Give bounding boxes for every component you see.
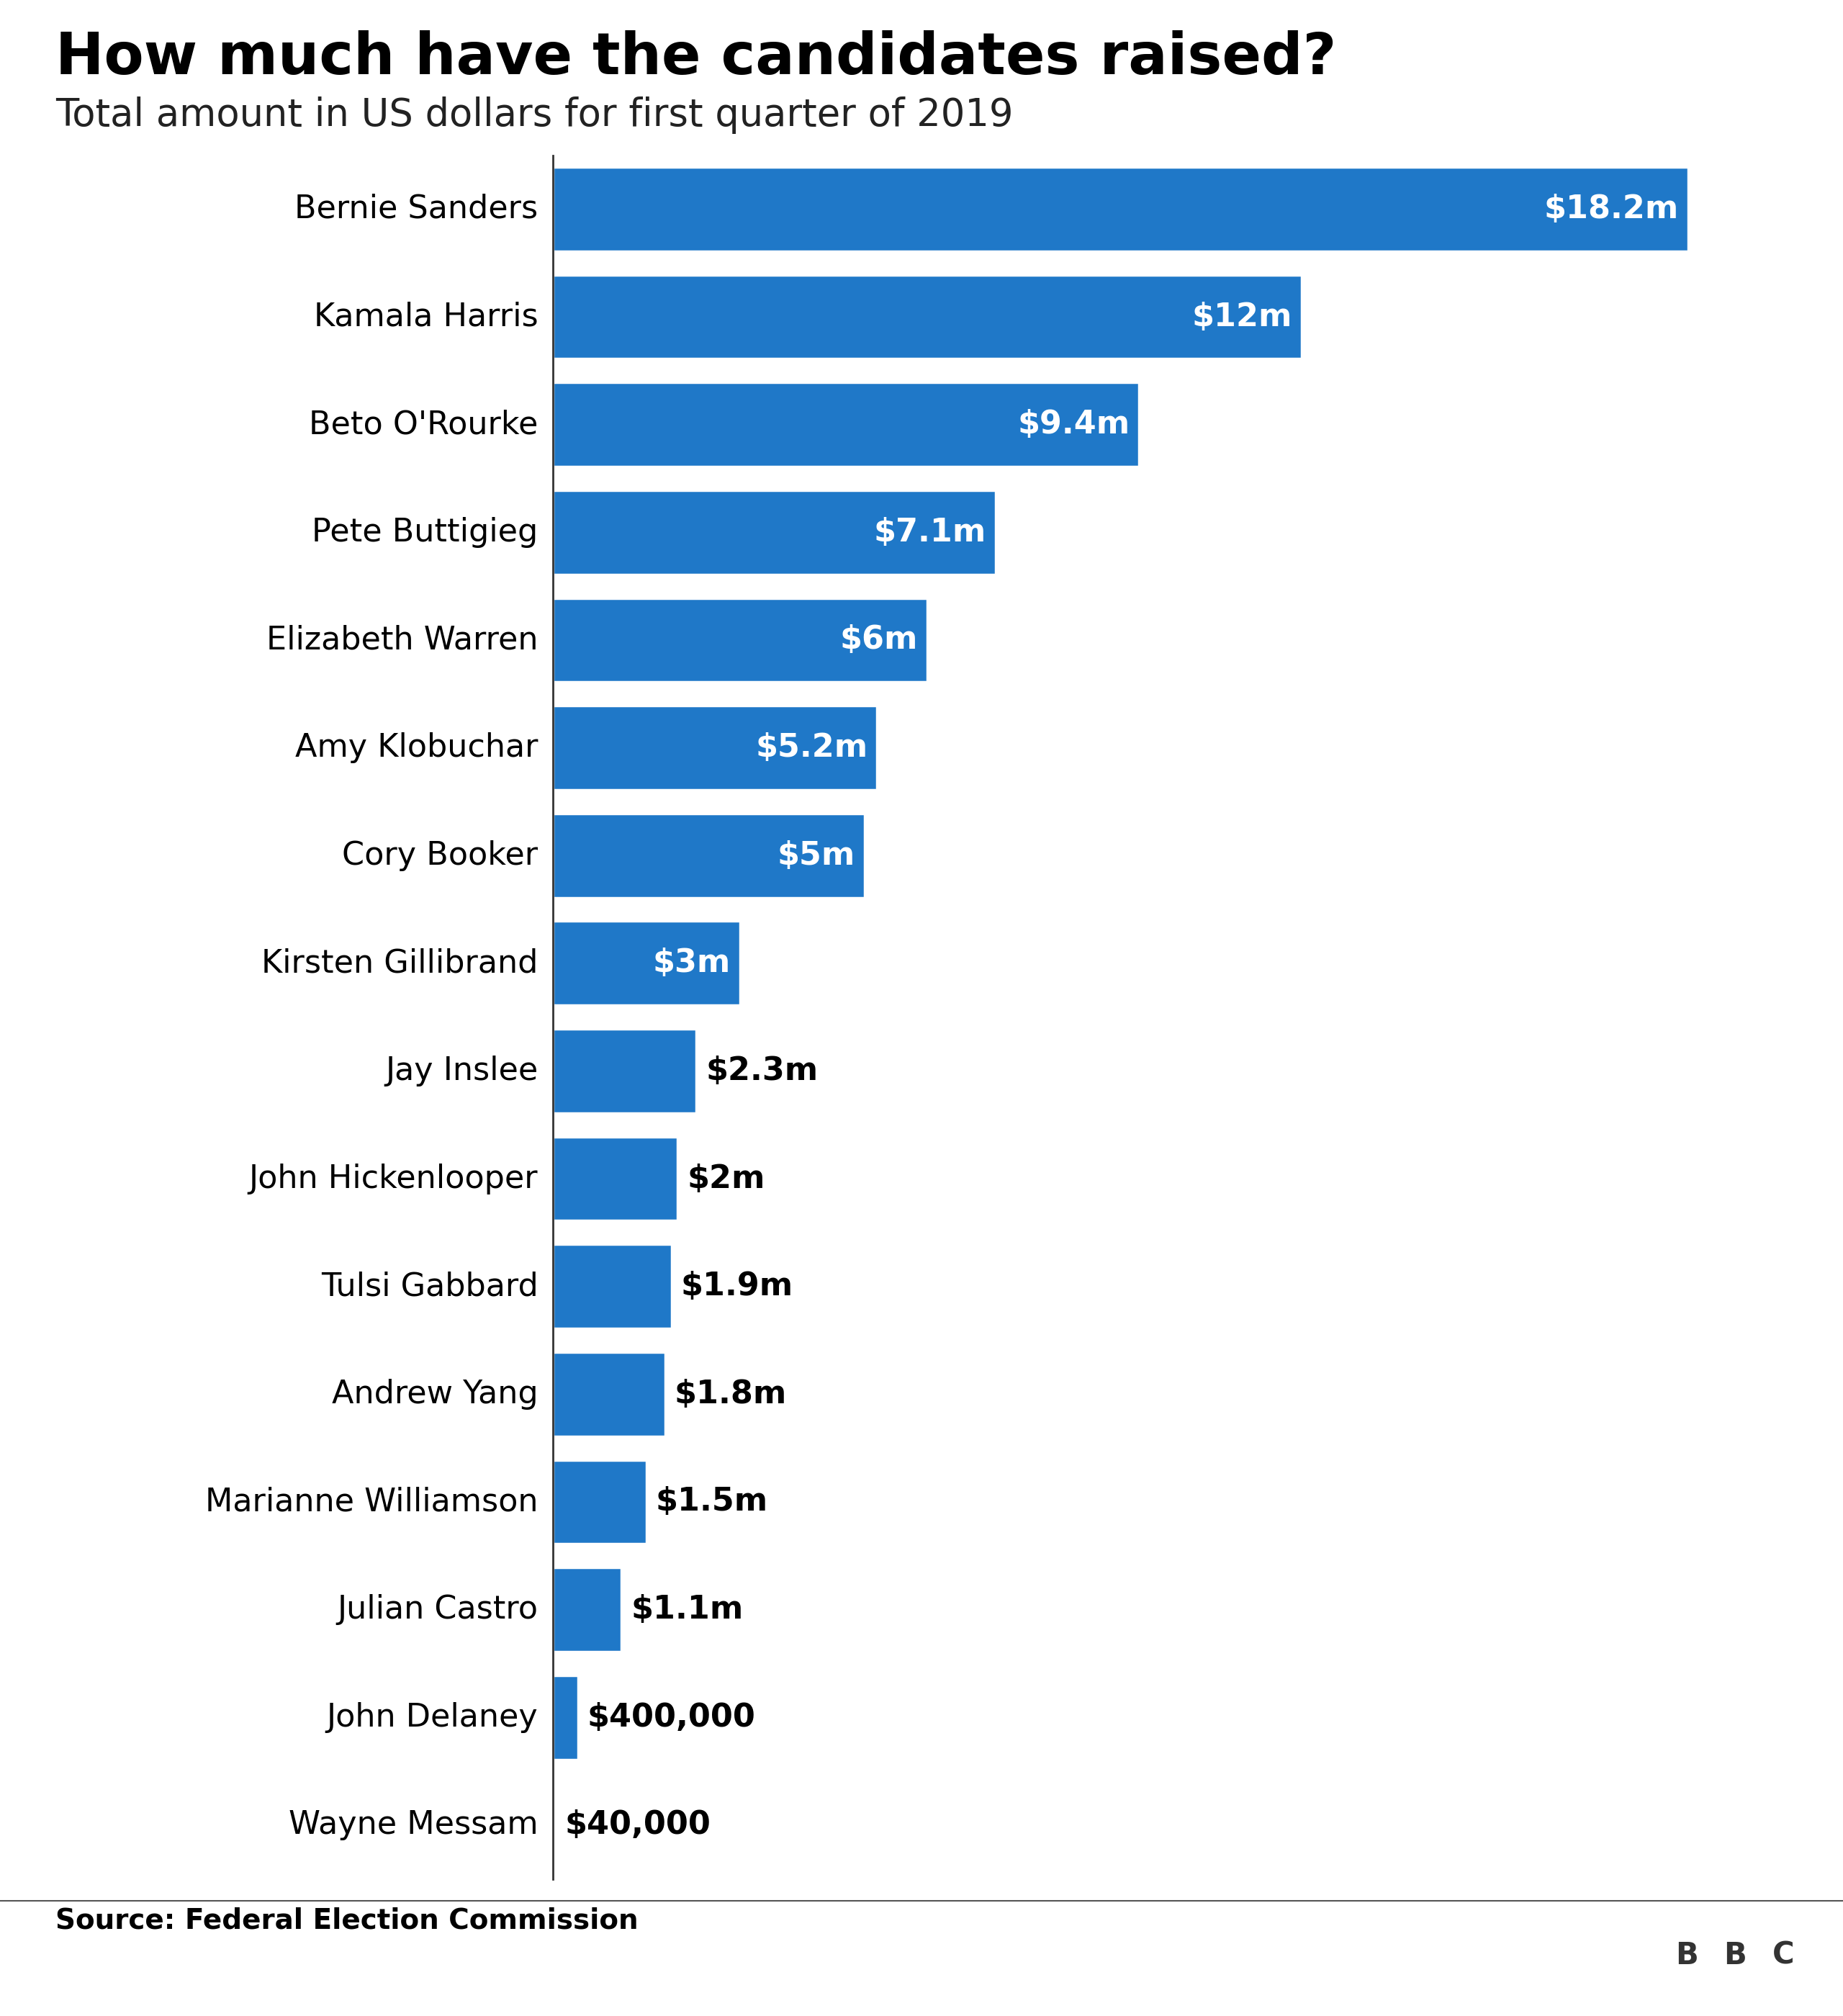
Bar xyxy=(553,1568,621,1651)
Text: Amy Klobuchar: Amy Klobuchar xyxy=(295,732,538,764)
Bar xyxy=(553,1460,647,1544)
Text: Kamala Harris: Kamala Harris xyxy=(313,300,538,333)
Text: Wayne Messam: Wayne Messam xyxy=(289,1810,538,1841)
Text: Bernie Sanders: Bernie Sanders xyxy=(295,194,538,224)
Text: $9.4m: $9.4m xyxy=(1017,409,1130,439)
Bar xyxy=(553,599,927,681)
Text: $6m: $6m xyxy=(840,625,918,655)
FancyBboxPatch shape xyxy=(1764,1919,1804,1992)
Text: $5m: $5m xyxy=(778,841,855,871)
Bar xyxy=(553,490,995,575)
Text: Pete Buttigieg: Pete Buttigieg xyxy=(311,516,538,548)
Bar xyxy=(553,383,1139,466)
Text: $2.3m: $2.3m xyxy=(706,1056,818,1087)
Text: John Hickenlooper: John Hickenlooper xyxy=(249,1163,538,1193)
Text: $3m: $3m xyxy=(652,948,730,978)
Bar xyxy=(553,1137,678,1220)
Bar xyxy=(553,1782,555,1867)
Text: $18.2m: $18.2m xyxy=(1544,194,1679,224)
Bar xyxy=(553,1244,671,1329)
Bar xyxy=(553,814,864,897)
Text: Marianne Williamson: Marianne Williamson xyxy=(205,1486,538,1518)
Text: $400,000: $400,000 xyxy=(588,1702,756,1734)
Text: $1.1m: $1.1m xyxy=(630,1595,743,1625)
Bar xyxy=(553,1353,665,1435)
Text: $1.8m: $1.8m xyxy=(675,1379,787,1409)
Text: $2m: $2m xyxy=(687,1163,765,1193)
Text: John Delaney: John Delaney xyxy=(326,1702,538,1734)
Text: Andrew Yang: Andrew Yang xyxy=(332,1379,538,1409)
Text: $40,000: $40,000 xyxy=(564,1810,711,1841)
Bar xyxy=(553,706,877,790)
Text: Tulsi Gabbard: Tulsi Gabbard xyxy=(321,1270,538,1302)
Text: Julian Castro: Julian Castro xyxy=(337,1595,538,1625)
Text: $5.2m: $5.2m xyxy=(756,732,868,764)
Bar xyxy=(553,1028,697,1113)
Text: Total amount in US dollars for first quarter of 2019: Total amount in US dollars for first qua… xyxy=(55,97,1014,135)
Text: $1.9m: $1.9m xyxy=(680,1270,792,1302)
FancyBboxPatch shape xyxy=(1666,1919,1707,1992)
Text: C: C xyxy=(1773,1939,1795,1972)
Text: B: B xyxy=(1675,1939,1697,1972)
Text: Beto O'Rourke: Beto O'Rourke xyxy=(310,409,538,439)
Text: Cory Booker: Cory Booker xyxy=(343,841,538,871)
Text: $7.1m: $7.1m xyxy=(874,516,986,548)
Text: How much have the candidates raised?: How much have the candidates raised? xyxy=(55,30,1336,87)
Text: Source: Federal Election Commission: Source: Federal Election Commission xyxy=(55,1907,638,1935)
Text: Kirsten Gillibrand: Kirsten Gillibrand xyxy=(262,948,538,978)
Text: $12m: $12m xyxy=(1192,300,1292,333)
Bar xyxy=(553,1675,579,1760)
Text: $1.5m: $1.5m xyxy=(656,1486,769,1518)
Text: B: B xyxy=(1723,1939,1747,1972)
Text: Elizabeth Warren: Elizabeth Warren xyxy=(265,625,538,655)
FancyBboxPatch shape xyxy=(1714,1919,1755,1992)
Bar xyxy=(553,274,1301,359)
Text: Jay Inslee: Jay Inslee xyxy=(385,1056,538,1087)
Bar xyxy=(553,167,1688,252)
Bar xyxy=(553,921,741,1006)
